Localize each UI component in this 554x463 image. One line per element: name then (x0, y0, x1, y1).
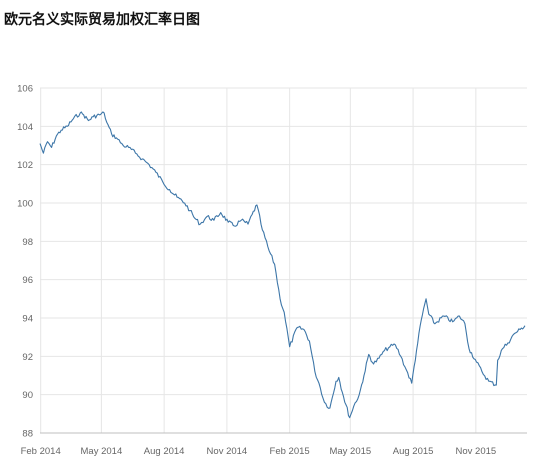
x-tick-label: Feb 2015 (270, 446, 310, 457)
x-axis-tick-labels: Feb 2014 May 2014 Aug 2014 Nov 2014 Feb 2015… (21, 446, 497, 457)
x-tick-label: Nov 2014 (207, 446, 248, 457)
y-axis-tick-labels: 88 90 92 94 96 98 100 102 104 106 (17, 84, 33, 440)
y-tick-label: 92 (22, 352, 33, 363)
x-tick-label: Nov 2015 (456, 446, 497, 457)
y-tick-label: 98 (22, 237, 33, 248)
y-tick-label: 106 (17, 84, 33, 95)
series-line (39, 111, 526, 419)
x-tick-label: Aug 2015 (393, 446, 434, 457)
y-tick-label: 94 (22, 314, 33, 325)
y-tick-label: 100 (17, 199, 33, 210)
y-tick-label: 96 (22, 275, 33, 286)
x-tick-label: Feb 2014 (21, 446, 61, 457)
y-tick-label: 90 (22, 390, 33, 401)
x-tick-label: May 2014 (81, 446, 123, 457)
chart-title: 欧元名义实际贸易加权汇率日图 (4, 12, 200, 28)
x-tick-label: May 2015 (329, 446, 371, 457)
y-tick-label: 88 (22, 429, 33, 440)
y-tick-label: 102 (17, 160, 33, 171)
grid-lines (40, 87, 527, 434)
plot-area (39, 111, 526, 419)
y-tick-label: 104 (17, 122, 33, 133)
x-tick-label: Aug 2014 (144, 446, 185, 457)
